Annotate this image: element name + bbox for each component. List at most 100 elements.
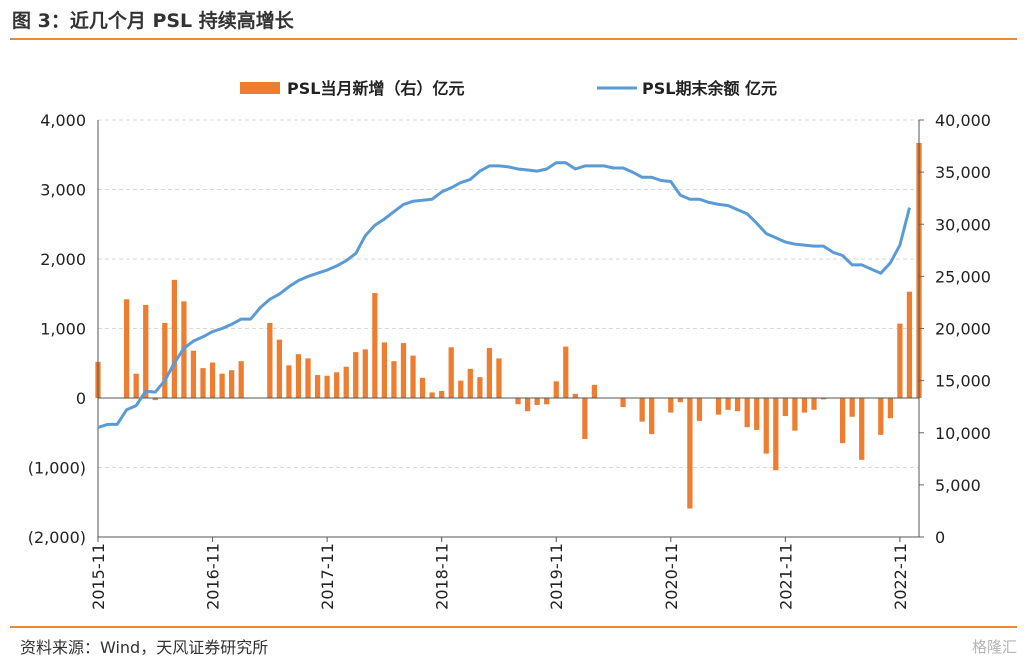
bar [391, 361, 397, 398]
bar [515, 398, 521, 405]
y-left-tick-label: 2,000 [40, 250, 86, 269]
y-right-tick-label: 20,000 [935, 320, 991, 339]
bar [124, 299, 130, 398]
figure-title: 图 3：近几个月 PSL 持续高增长 [12, 10, 294, 32]
y-right-tick-label: 35,000 [935, 163, 991, 182]
legend: PSL当月新增（右）亿元 PSL期末余额 亿元 [240, 79, 777, 98]
bar [773, 398, 779, 471]
bar [372, 293, 378, 398]
bar [696, 398, 703, 421]
bar [639, 398, 645, 422]
axis-labels: (2,000) (1,000) 0 1,000 2,000 3,000 4,000 0 5,00… [28, 111, 991, 610]
bar [334, 372, 340, 398]
bar [792, 398, 798, 431]
bar [381, 342, 388, 398]
bar [229, 370, 235, 398]
bar [305, 358, 311, 398]
bar [190, 350, 197, 398]
bar [486, 347, 493, 398]
y-right-tick-label: 30,000 [935, 215, 991, 234]
bar [324, 375, 330, 398]
bottom-divider [10, 626, 1017, 628]
bar [582, 398, 588, 440]
x-tick-label: 2020-11 [662, 543, 681, 610]
bar [563, 346, 569, 398]
y-right-tick-label: 5,000 [935, 476, 981, 495]
bar [668, 398, 674, 413]
y-left-tick-label: 3,000 [40, 181, 86, 200]
bar [849, 398, 855, 417]
bar [649, 398, 655, 435]
psl-chart: (2,000) (1,000) 0 1,000 2,000 3,000 4,000 0 5,00… [28, 79, 991, 610]
bar [143, 304, 149, 398]
bar [887, 398, 893, 419]
bar [362, 349, 368, 398]
bar [754, 398, 760, 430]
bar [448, 347, 454, 398]
x-tick-label: 2021-11 [776, 543, 795, 610]
legend-label-bar: PSL当月新增（右）亿元 [287, 79, 464, 98]
line-series [97, 161, 911, 429]
x-tick-label: 2019-11 [547, 543, 566, 610]
bar [811, 398, 817, 410]
bar [343, 366, 349, 398]
bar [467, 368, 473, 398]
bar [133, 373, 139, 398]
x-tick-label: 2016-11 [204, 543, 223, 610]
bar [238, 361, 244, 398]
bar [620, 398, 626, 408]
bar [171, 279, 177, 398]
top-divider [10, 38, 1017, 40]
bar [162, 322, 168, 398]
bar [419, 377, 426, 398]
bar [400, 343, 407, 398]
y-left-tick-label: 4,000 [40, 111, 86, 130]
bar [744, 398, 750, 428]
grid-lines [98, 119, 919, 468]
y-left-tick-label: 1,000 [40, 320, 86, 339]
watermark-logo: 格隆汇 [971, 638, 1017, 656]
source-note: 资料来源：Wind，天风证券研究所 [20, 638, 269, 657]
x-tick-label: 2018-11 [433, 543, 452, 610]
bar [544, 398, 550, 405]
bar [572, 393, 578, 398]
bar-series [95, 142, 922, 509]
bar [677, 398, 683, 403]
bar [763, 398, 769, 454]
axes [97, 119, 924, 542]
y-right-tick-label: 15,000 [935, 372, 991, 391]
bar [286, 365, 292, 398]
bar [715, 398, 722, 415]
bar [276, 339, 283, 398]
bar [906, 291, 913, 398]
bar [267, 322, 273, 398]
legend-swatch-bar [240, 82, 280, 94]
y-right-tick-label: 10,000 [935, 424, 991, 443]
bar [200, 368, 206, 398]
bar [801, 398, 808, 413]
bar [439, 391, 445, 398]
bar [725, 398, 731, 410]
y-right-tick-label: 40,000 [935, 111, 991, 130]
x-tick-label: 2015-11 [89, 543, 108, 610]
y-right-tick-label: 0 [935, 528, 945, 547]
x-tick-label: 2017-11 [318, 543, 337, 610]
bar [840, 398, 846, 444]
y-right-tick-label: 25,000 [935, 267, 991, 286]
bar [534, 398, 540, 405]
bar [820, 398, 827, 400]
bar [687, 398, 693, 509]
series-line-balance [97, 161, 911, 429]
bar [553, 381, 559, 398]
bar [496, 358, 502, 398]
legend-label-line: PSL期末余额 亿元 [642, 79, 777, 98]
bar [429, 392, 435, 398]
bar [295, 354, 302, 398]
x-tick-label: 2022-11 [891, 543, 910, 610]
bar [782, 398, 788, 417]
bar [591, 384, 598, 398]
bar [524, 398, 531, 412]
y-left-tick-label: 0 [76, 389, 86, 408]
y-left-tick-label: (2,000) [28, 528, 86, 547]
bar [314, 375, 321, 398]
